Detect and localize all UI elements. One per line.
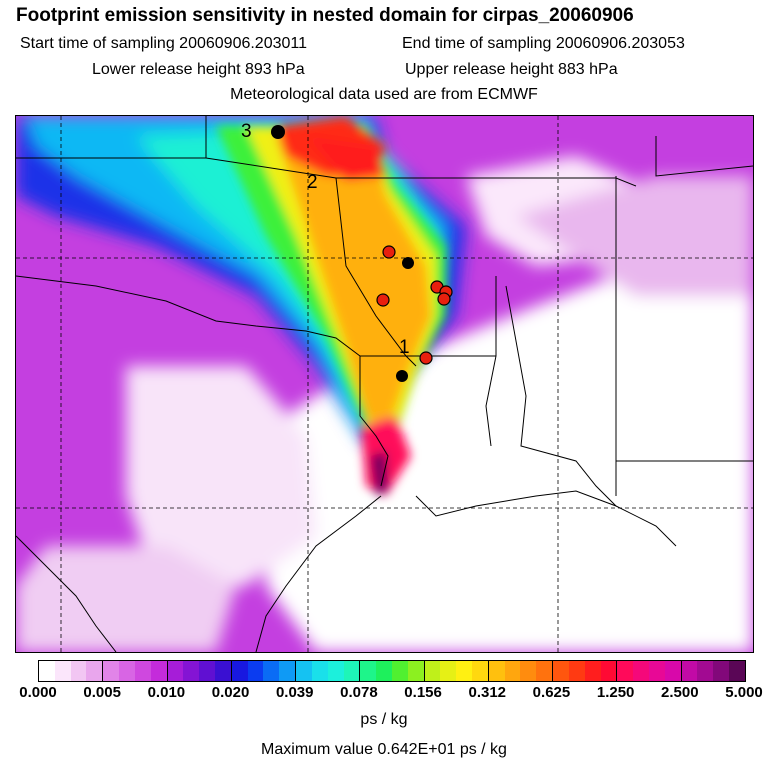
colorbar-swatch — [520, 661, 537, 681]
marker-label: 1 — [399, 337, 410, 358]
colorbar-swatch — [633, 661, 650, 681]
colorbar-swatch — [440, 661, 457, 681]
colorbar-swatch — [536, 661, 553, 681]
colorbar-swatch — [553, 661, 569, 681]
marker-black — [271, 125, 285, 139]
release-upper: Upper release height 883 hPa — [405, 61, 618, 78]
colorbar-swatch — [54, 661, 71, 681]
marker-label: 2 — [307, 172, 318, 193]
colorbar-swatch — [360, 661, 377, 681]
colorbar-swatch — [681, 661, 698, 681]
colorbar-swatch — [134, 661, 151, 681]
colorbar-segment — [681, 661, 745, 681]
colorbar-segment — [39, 661, 104, 681]
colorbar-segment — [360, 661, 425, 681]
colorbar — [38, 660, 746, 682]
footprint-map: 3 2 1 — [15, 115, 754, 653]
colorbar-swatch — [568, 661, 585, 681]
colorbar-swatch — [279, 661, 296, 681]
colorbar-tick-label: 0.000 — [19, 684, 57, 701]
colorbar-swatch — [584, 661, 601, 681]
colorbar-tick-label: 0.312 — [468, 684, 507, 701]
max-value: Maximum value 0.642E+01 ps / kg — [261, 741, 507, 758]
colorbar-tick-label: 0.078 — [340, 684, 378, 701]
marker-red — [419, 351, 433, 365]
colorbar-tick-label: 0.156 — [404, 684, 442, 701]
release-lower: Lower release height 893 hPa — [92, 61, 305, 78]
colorbar-segment — [553, 661, 618, 681]
colorbar-swatch — [472, 661, 488, 681]
colorbar-swatch — [150, 661, 167, 681]
marker-red — [376, 293, 390, 307]
colorbar-swatch — [713, 661, 730, 681]
colorbar-swatch — [70, 661, 87, 681]
boundaries — [16, 116, 753, 652]
colorbar-swatch — [504, 661, 521, 681]
colorbar-swatch — [600, 661, 617, 681]
colorbar-tick-label: 0.010 — [147, 684, 186, 701]
colorbar-swatch — [664, 661, 681, 681]
sample-markers: 3 2 1 — [241, 121, 453, 382]
colorbar-swatch — [697, 661, 714, 681]
colorbar-swatch — [247, 661, 264, 681]
met-data-note: Meteorological data used are from ECMWF — [230, 86, 538, 103]
colorbar-tick-label: 0.039 — [275, 684, 314, 701]
colorbar-swatch — [199, 661, 215, 681]
colorbar-segment — [103, 661, 168, 681]
low-sensitivity-areas — [16, 156, 753, 652]
colorbar-swatch — [86, 661, 103, 681]
plume-core — [216, 116, 446, 496]
colorbar-tick-label: 2.500 — [661, 684, 699, 701]
colorbar-swatch — [39, 661, 55, 681]
colorbar-swatch — [119, 661, 135, 681]
marker-red — [437, 292, 451, 306]
colorbar-swatch — [167, 661, 184, 681]
colorbar-segment — [167, 661, 232, 681]
colorbar-swatch — [376, 661, 392, 681]
colorbar-tick-label: 0.020 — [211, 684, 250, 701]
colorbar-swatch — [649, 661, 665, 681]
graticule — [16, 116, 753, 652]
colorbar-swatch — [729, 661, 745, 681]
colorbar-swatch — [424, 661, 441, 681]
colorbar-swatch — [617, 661, 634, 681]
colorbar-swatch — [343, 661, 360, 681]
colorbar-swatch — [456, 661, 473, 681]
colorbar-swatch — [311, 661, 328, 681]
colorbar-tick-label: 0.005 — [83, 684, 121, 701]
footprint-map-svg: 3 2 1 — [16, 116, 753, 652]
colorbar-swatch — [488, 661, 505, 681]
colorbar-tick-label: 1.250 — [596, 684, 635, 701]
colorbar-swatch — [407, 661, 424, 681]
colorbar-tick-label: 5.000 — [725, 684, 763, 701]
colorbar-segment — [617, 661, 682, 681]
marker-black — [396, 370, 408, 382]
colorbar-swatch — [183, 661, 200, 681]
colorbar-swatch — [263, 661, 280, 681]
colorbar-swatch — [327, 661, 344, 681]
marker-black — [402, 257, 414, 269]
colorbar-segment — [488, 661, 554, 681]
colorbar-swatch — [391, 661, 408, 681]
marker-red — [382, 245, 396, 259]
colorbar-tick-label: 0.625 — [532, 684, 571, 701]
colorbar-segment — [424, 661, 489, 681]
colorbar-segment — [231, 661, 297, 681]
colorbar-unit: ps / kg — [360, 711, 408, 728]
colorbar-swatch — [103, 661, 120, 681]
colorbar-swatch — [214, 661, 231, 681]
colorbar-swatch — [231, 661, 248, 681]
sampling-start: Start time of sampling 20060906.203011 — [20, 35, 308, 52]
colorbar-swatch — [296, 661, 312, 681]
marker-label: 3 — [241, 121, 252, 142]
colorbar-segment — [296, 661, 361, 681]
colorbar-ticks: 0.000 0.005 0.010 0.020 0.039 0.078 0.156 0.312… — [0, 684, 768, 704]
map-title: Footprint emission sensitivity in nested… — [16, 5, 634, 26]
sampling-end: End time of sampling 20060906.203053 — [402, 35, 685, 52]
